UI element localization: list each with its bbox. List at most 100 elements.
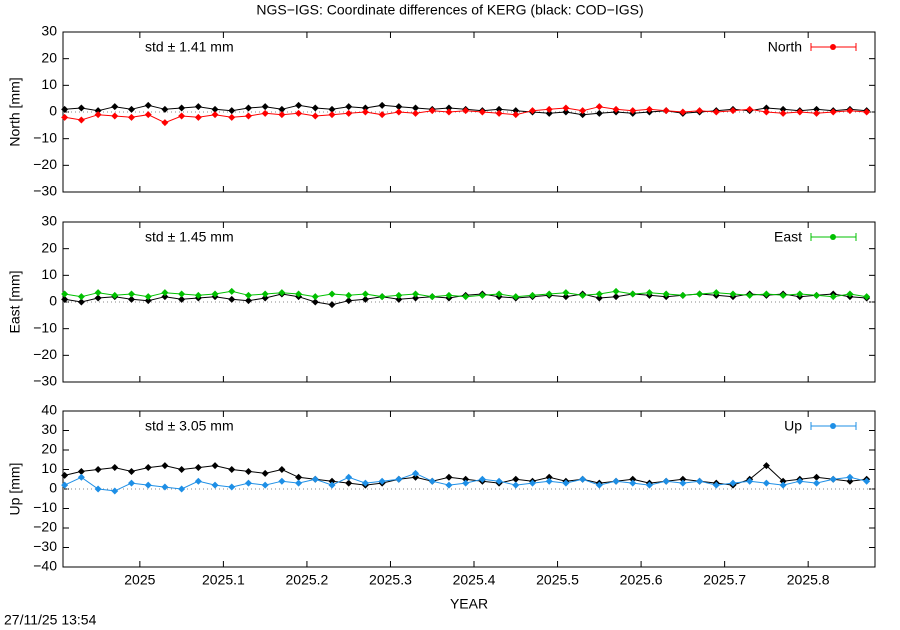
data-point (194, 291, 202, 299)
data-point (345, 103, 353, 111)
y-tick-label: 20 (41, 441, 57, 457)
data-point (61, 105, 69, 113)
y-tick-label: −10 (33, 129, 57, 145)
data-point (729, 290, 737, 298)
data-point (412, 290, 420, 298)
data-point (562, 289, 570, 297)
data-point (77, 467, 85, 475)
data-point (261, 109, 269, 117)
data-point (679, 291, 687, 299)
data-point (512, 481, 520, 489)
data-point (645, 481, 653, 489)
data-point (244, 467, 252, 475)
data-point (311, 112, 319, 120)
data-point (829, 475, 837, 483)
legend-label: East (774, 229, 802, 245)
chart-title: NGS−IGS: Coordinate differences of KERG … (256, 2, 643, 18)
data-point (445, 291, 453, 299)
std-annotation: std ± 1.45 mm (145, 229, 234, 245)
y-tick-label: −20 (33, 519, 57, 535)
data-point (679, 479, 687, 487)
data-point (729, 107, 737, 115)
data-point (779, 105, 787, 113)
data-point (178, 290, 186, 298)
data-point (128, 113, 136, 121)
data-point (829, 108, 837, 116)
data-point (495, 109, 503, 117)
data-point (445, 473, 453, 481)
std-annotation: std ± 3.05 mm (145, 418, 234, 434)
data-point (228, 295, 236, 303)
data-point (762, 290, 770, 298)
data-point (562, 108, 570, 116)
data-point (579, 291, 587, 299)
data-point (128, 290, 136, 298)
data-point (579, 111, 587, 119)
data-point (228, 483, 236, 491)
data-point (662, 107, 670, 115)
y-tick-label: 0 (49, 480, 57, 496)
data-point (395, 108, 403, 116)
data-point (395, 103, 403, 111)
x-tick-label: 2025.8 (787, 572, 830, 588)
data-point (512, 107, 520, 115)
data-point (796, 477, 804, 485)
data-point (412, 294, 420, 302)
data-point (345, 297, 353, 305)
data-point (244, 104, 252, 112)
data-point (395, 475, 403, 483)
data-point (244, 291, 252, 299)
data-point (562, 104, 570, 112)
data-point (295, 290, 303, 298)
data-point (328, 477, 336, 485)
data-point (161, 289, 169, 297)
y-tick-label: 10 (41, 76, 57, 92)
data-point (345, 109, 353, 117)
data-point (361, 290, 369, 298)
y-tick-label: 0 (49, 103, 57, 119)
data-point (478, 108, 486, 116)
data-point (712, 289, 720, 297)
data-point (612, 287, 620, 295)
data-point (495, 477, 503, 485)
data-point (161, 105, 169, 113)
data-point (261, 103, 269, 111)
data-point (412, 473, 420, 481)
data-point (94, 485, 102, 493)
data-point (846, 107, 854, 115)
data-point (261, 469, 269, 477)
data-point (211, 105, 219, 113)
y-tick-label: 10 (41, 460, 57, 476)
x-tick-label: 2025.1 (202, 572, 245, 588)
x-tick-label: 2025.2 (286, 572, 329, 588)
data-point (545, 473, 553, 481)
data-point (311, 475, 319, 483)
data-point (61, 113, 69, 121)
y-tick-label: 30 (41, 213, 57, 229)
data-point (696, 107, 704, 115)
data-point (178, 485, 186, 493)
data-point (211, 111, 219, 119)
data-point (846, 473, 854, 481)
x-tick-label: 2025.3 (369, 572, 412, 588)
data-point (211, 290, 219, 298)
data-point (729, 479, 737, 487)
data-point (61, 295, 69, 303)
data-point (328, 290, 336, 298)
data-point (829, 293, 837, 301)
timestamp: 27/11/25 13:54 (4, 612, 97, 628)
data-point (796, 290, 804, 298)
data-point (361, 104, 369, 112)
data-point (595, 294, 603, 302)
data-point (813, 109, 821, 117)
data-point (428, 477, 436, 485)
data-point (161, 483, 169, 491)
data-point (77, 473, 85, 481)
data-point (762, 462, 770, 470)
data-point (244, 297, 252, 305)
data-point (194, 477, 202, 485)
data-point (278, 105, 286, 113)
data-point (629, 107, 637, 115)
data-point (345, 479, 353, 487)
y-axis-label: North [mm] (7, 77, 23, 146)
